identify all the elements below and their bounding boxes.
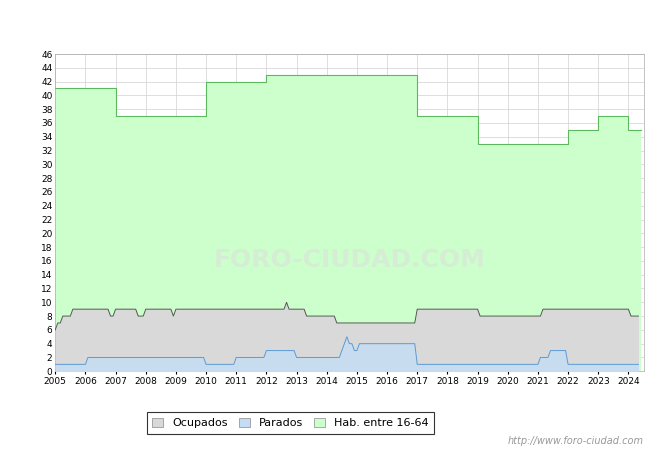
Legend: Ocupados, Parados, Hab. entre 16-64: Ocupados, Parados, Hab. entre 16-64 xyxy=(147,412,434,434)
Text: http://www.foro-ciudad.com: http://www.foro-ciudad.com xyxy=(508,436,644,446)
Text: Santa Cruz de Yanguas - Evolucion de la poblacion en edad de Trabajar Mayo de 20: Santa Cruz de Yanguas - Evolucion de la … xyxy=(72,17,578,30)
Text: FORO-CIUDAD.COM: FORO-CIUDAD.COM xyxy=(213,248,486,272)
